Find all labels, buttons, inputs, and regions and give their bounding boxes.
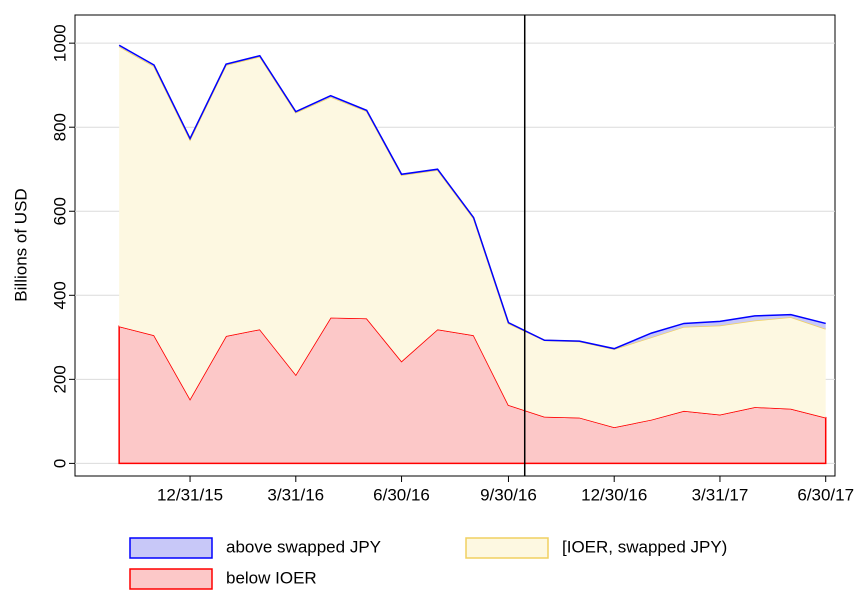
legend-label: below IOER — [226, 568, 317, 587]
x-tick-label: 3/31/17 — [692, 485, 749, 504]
x-tick-label: 9/30/16 — [480, 485, 537, 504]
legend-swatch — [465, 537, 549, 559]
y-tick-label: 0 — [50, 459, 69, 468]
y-tick-label: 600 — [50, 197, 69, 225]
y-tick-label: 800 — [50, 113, 69, 141]
plot-frame — [74, 14, 836, 477]
y-tick-label: 200 — [50, 365, 69, 393]
y-axis-label: Billions of USD — [11, 188, 30, 301]
area-line — [118, 44, 826, 350]
legend-label: [IOER, swapped JPY) — [562, 537, 727, 556]
area — [119, 46, 826, 428]
x-tick-label: 6/30/17 — [797, 485, 854, 504]
y-tick-label: 1000 — [50, 24, 69, 62]
y-tick-label: 400 — [50, 281, 69, 309]
x-tick-label: 3/31/16 — [267, 485, 324, 504]
legend-swatch — [129, 568, 213, 590]
area — [119, 45, 826, 350]
legend-label: above swapped JPY — [226, 537, 381, 556]
legend-swatch — [129, 537, 213, 559]
x-tick-label: 12/31/15 — [157, 485, 223, 504]
x-tick-label: 6/30/16 — [373, 485, 430, 504]
x-tick-label: 12/30/16 — [581, 485, 647, 504]
